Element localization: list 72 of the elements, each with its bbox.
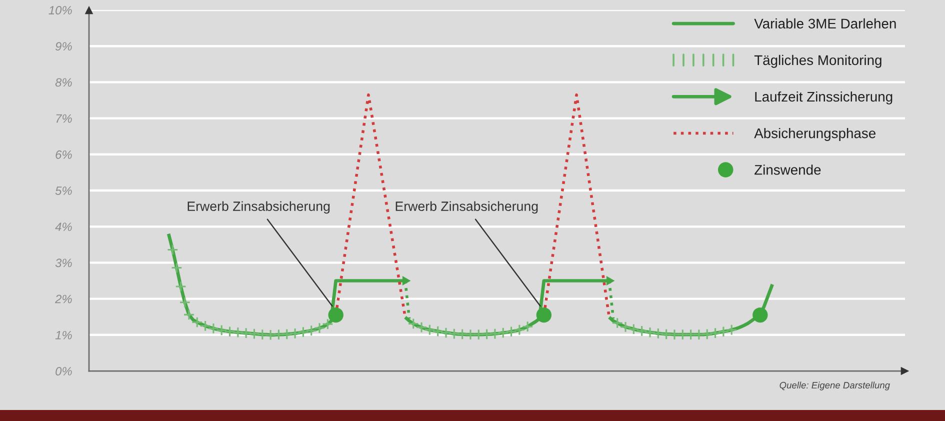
point	[620, 321, 632, 333]
point	[685, 328, 696, 340]
point	[472, 328, 484, 340]
point	[328, 307, 344, 323]
point	[416, 322, 428, 333]
point	[440, 327, 452, 338]
point	[636, 325, 648, 337]
point	[171, 262, 182, 274]
point	[522, 320, 534, 332]
point	[224, 326, 236, 338]
point	[183, 309, 195, 320]
point	[710, 327, 721, 339]
point	[668, 328, 680, 340]
point	[408, 318, 420, 330]
point	[660, 328, 672, 340]
point	[652, 328, 664, 340]
point	[166, 244, 178, 256]
point	[497, 327, 509, 338]
point	[232, 326, 244, 338]
point	[256, 328, 268, 340]
point	[752, 307, 768, 323]
point	[273, 328, 284, 340]
point	[216, 324, 228, 336]
point	[289, 328, 301, 340]
y-tick-label: 4%	[55, 222, 72, 231]
annotation: Erwerb Zinsabsicherung	[188, 201, 330, 214]
point	[448, 328, 460, 340]
point	[191, 316, 203, 328]
annotation: Erwerb Zinsabsicherung	[396, 201, 538, 214]
point	[612, 317, 624, 329]
legend-label: Absicherungsphase	[754, 128, 876, 141]
point	[701, 328, 713, 340]
source-note: Quelle: Eigene Darstellung	[780, 382, 890, 390]
point	[464, 328, 476, 340]
y-tick-label: 5%	[55, 186, 72, 195]
y-tick-label: 8%	[55, 78, 72, 87]
point	[536, 307, 552, 323]
point	[306, 324, 318, 336]
point	[644, 326, 656, 338]
y-tick-label: 7%	[56, 114, 72, 123]
point	[676, 328, 688, 340]
point	[264, 329, 276, 341]
y-tick-label: 0%	[56, 366, 72, 376]
point	[718, 326, 730, 338]
point	[506, 326, 517, 338]
legend-label: Variable 3ME Darlehen	[754, 18, 896, 29]
point	[481, 328, 492, 340]
point	[456, 328, 468, 340]
y-tick-label: 3%	[55, 258, 72, 268]
point	[281, 328, 293, 340]
legend-label: Tägliches Monitoring	[754, 54, 882, 68]
legend-label: Zinswende	[754, 164, 821, 175]
point	[628, 323, 640, 335]
point	[432, 326, 444, 337]
legend-label: Laufzeit Zinssicherung	[755, 91, 892, 104]
y-tick-label: 2%	[55, 294, 72, 304]
point	[208, 322, 220, 334]
point	[514, 324, 526, 336]
y-tick-label: 1%	[55, 330, 72, 340]
point	[200, 320, 211, 332]
point	[424, 324, 436, 336]
point	[726, 324, 738, 336]
y-tick-label: 6%	[56, 150, 72, 159]
point	[179, 296, 191, 308]
point	[175, 280, 186, 292]
point	[489, 328, 501, 340]
point	[240, 327, 252, 339]
y-tick-label: 10%	[48, 6, 72, 14]
y-tick-label: 9%	[55, 42, 72, 51]
point	[693, 328, 705, 340]
point	[248, 328, 260, 340]
point	[298, 326, 309, 338]
